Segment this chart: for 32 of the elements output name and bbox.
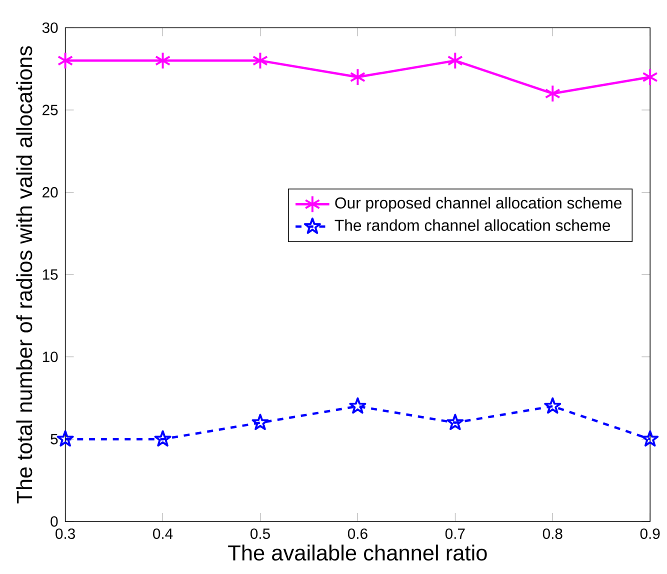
x-axis-title: The available channel ratio	[228, 544, 487, 561]
x-tick-label: 0.4	[153, 528, 173, 540]
point	[642, 68, 658, 86]
y-tick-label: 20	[42, 187, 58, 198]
point	[446, 414, 464, 430]
point	[350, 68, 366, 86]
point	[544, 397, 562, 414]
x-tick-label: 0.3	[56, 528, 75, 540]
y-tick-label: 15	[42, 269, 58, 280]
y-tick-label: 0	[50, 516, 58, 527]
point	[252, 414, 269, 430]
point	[56, 430, 74, 447]
legend-label: Our proposed channel allocation scheme	[335, 196, 622, 212]
x-tick-label: 0.5	[250, 528, 270, 540]
y-tick-label: 5	[50, 434, 58, 444]
legend-label: The random channel allocation scheme	[334, 219, 610, 231]
y-tick-label: 30	[42, 22, 58, 34]
y-tick-label: 25	[42, 104, 58, 116]
point	[57, 52, 74, 70]
point	[154, 430, 172, 447]
point	[252, 52, 268, 70]
y-axis-title: The total number of radios with valid allocations	[16, 46, 32, 504]
point	[349, 397, 366, 414]
x-tick-label: 0.6	[348, 528, 368, 540]
point	[544, 84, 560, 102]
x-tick-label: 0.7	[445, 528, 465, 540]
x-tick-label: 0.8	[542, 528, 562, 540]
y-tick-label: 10	[42, 352, 58, 362]
point	[447, 52, 464, 70]
x-tick-label: 0.9	[640, 528, 660, 540]
point	[642, 430, 659, 447]
point	[154, 52, 171, 70]
